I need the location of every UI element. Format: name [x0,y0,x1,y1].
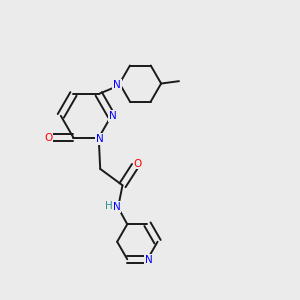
Text: H: H [105,201,113,211]
Text: N: N [145,255,153,265]
Text: O: O [134,159,142,169]
Text: N: N [96,134,104,144]
Text: N: N [113,80,121,90]
Text: O: O [44,133,52,143]
Text: N: N [113,202,120,212]
Text: N: N [109,111,117,121]
